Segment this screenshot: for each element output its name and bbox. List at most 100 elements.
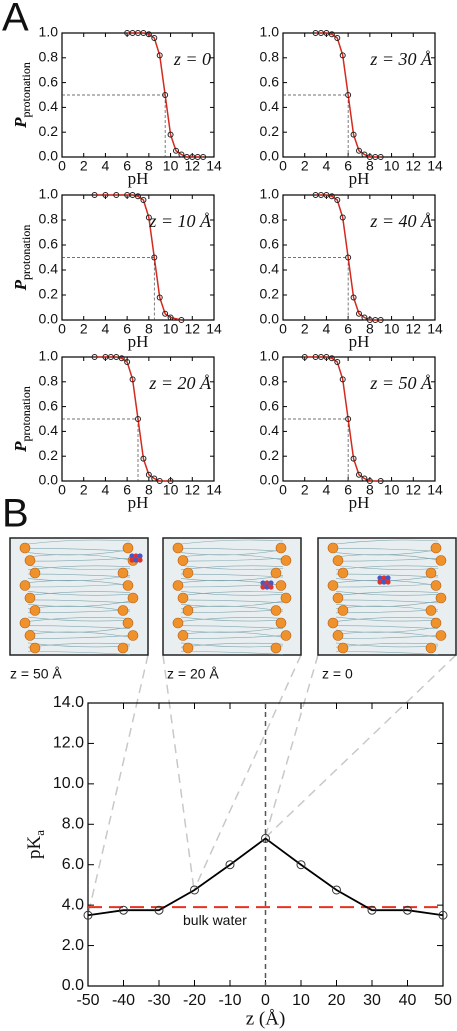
lipid-head: [280, 555, 292, 566]
lipid-head: [425, 567, 437, 579]
y-tick-label: 0.8: [39, 49, 59, 65]
data-point: [361, 314, 368, 321]
lipid-tail: [27, 583, 131, 588]
panel-label: B: [2, 492, 29, 536]
y-tick-label: 6.0: [62, 856, 84, 873]
lipid-head: [177, 592, 189, 604]
data-point: [361, 475, 368, 482]
molecule-atom: [377, 575, 383, 581]
x-tick-label: 8: [145, 321, 153, 337]
lipid-tail: [335, 631, 439, 638]
lipid-head: [327, 542, 339, 554]
data-point: [145, 31, 152, 38]
lipid-head: [275, 580, 287, 591]
x-tick-label: 10: [163, 321, 179, 337]
data-point: [162, 92, 169, 98]
data-point: [377, 478, 384, 484]
lipid-head: [182, 567, 194, 579]
y-tick-label: 0.4: [39, 98, 59, 114]
x-tick-label: 0: [279, 158, 287, 174]
data-point: [113, 192, 120, 198]
molecule-atom: [268, 584, 274, 590]
data-point: [334, 197, 341, 203]
lipid-tail: [180, 591, 284, 596]
y-tick-label: 0.8: [260, 211, 280, 227]
x-tick-label: 4: [102, 482, 110, 498]
lipid-tail: [180, 599, 284, 604]
membrane-image: [162, 537, 302, 656]
lipid-tail: [180, 631, 284, 638]
lipid-tail: [27, 617, 131, 622]
y-tick-label: 0.4: [260, 422, 280, 438]
lipid-head: [430, 580, 442, 591]
guide-line: [162, 654, 195, 891]
x-tick-label: 12: [405, 158, 421, 174]
y-tick-label: 0.0: [39, 148, 59, 164]
x-tick-label: 4: [323, 482, 331, 498]
data-point: [140, 455, 147, 462]
y-axis-label: Pprotonation: [11, 386, 33, 453]
y-tick-label: 0.4: [39, 422, 59, 438]
data-point: [145, 214, 152, 221]
data-point: [102, 192, 109, 198]
lipid-tail: [335, 548, 439, 552]
y-axis-label-main: P: [11, 441, 30, 453]
lipid-tail: [335, 557, 439, 562]
x-tick-label: 6: [344, 321, 352, 337]
lipid-tail: [335, 625, 439, 629]
molecule-atom: [137, 553, 143, 559]
x-tick-label: 2: [301, 158, 309, 174]
y-tick-label: 12.0: [53, 735, 84, 752]
data-point: [323, 30, 330, 36]
x-tick-label: 2: [301, 482, 309, 498]
data-point: [190, 885, 199, 895]
x-tick-label: -50: [76, 992, 99, 1009]
lipid-head: [270, 642, 282, 654]
y-tick-label: 0.2: [260, 123, 280, 139]
molecule-atom: [264, 580, 270, 586]
x-tick-label: 2: [80, 321, 88, 337]
y-axis-label: Pprotonation: [11, 386, 33, 453]
chart-annotation: z = 50 Å: [369, 373, 433, 393]
data-point: [296, 860, 306, 870]
molecule-atom: [385, 575, 391, 581]
y-tick-label: 1.0: [39, 24, 59, 40]
x-axis-label: pH: [349, 493, 370, 512]
data-point: [162, 310, 169, 317]
lipid-tail: [180, 565, 284, 571]
data-point: [356, 310, 362, 317]
lipid-head: [430, 617, 442, 629]
data-point: [334, 358, 341, 365]
lipid-head: [24, 555, 36, 566]
y-axis-label-main: P: [11, 279, 30, 291]
molecule-atom: [260, 580, 266, 586]
lipid-head: [127, 630, 139, 641]
data-point: [200, 154, 207, 160]
lipid-head: [327, 580, 339, 591]
data-point: [119, 905, 128, 915]
data-point: [339, 214, 346, 221]
x-tick-label: 4: [323, 321, 331, 337]
chart-annotation: z = 0: [173, 49, 211, 69]
data-point: [350, 455, 357, 462]
y-tick-label: 0.6: [260, 73, 280, 89]
y-axis-label-main: P: [11, 117, 30, 129]
lipid-tail: [180, 548, 284, 552]
lipid-tail: [335, 583, 439, 588]
lipid-head: [337, 605, 349, 616]
y-axis-label: Pprotonation: [11, 225, 33, 292]
chart-annotation: z = 30 Å: [369, 49, 433, 69]
y-tick-label: 0.2: [260, 286, 280, 302]
lipid-tail: [335, 539, 439, 545]
lipid-head: [435, 630, 447, 641]
lipid-tail: [180, 617, 284, 622]
guide-line: [264, 654, 457, 839]
x-tick-label: 10: [384, 321, 400, 337]
y-tick-label: 0.8: [39, 211, 59, 227]
data-point: [145, 471, 152, 478]
y-tick-label: 0.0: [39, 311, 59, 327]
panel-label: A: [2, 0, 29, 40]
lipid-head: [177, 555, 189, 566]
data-point: [151, 475, 158, 482]
data-point: [339, 376, 346, 383]
